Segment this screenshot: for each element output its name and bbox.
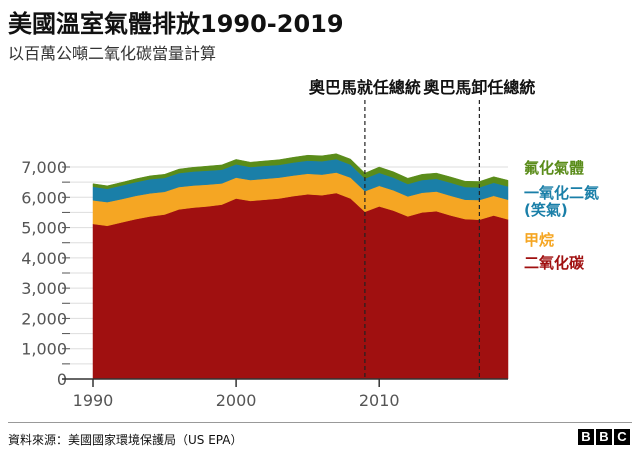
legend-item-n2o: 一氧化二氮 (笑氣)	[524, 184, 600, 219]
legend-item-co2: 二氧化碳	[524, 254, 585, 272]
series-area-0	[92, 192, 509, 380]
source-note: 資料來源：美國國家環境保護局（US EPA）	[8, 433, 243, 447]
chart-title: 美國溫室氣體排放1990-2019	[8, 10, 344, 38]
annotation-label-0: 奧巴馬就任總統	[309, 78, 421, 97]
legend-item-methane: 甲烷	[524, 231, 555, 249]
x-tick-label: 2010	[359, 391, 400, 410]
y-tick-label: 0	[57, 370, 67, 389]
x-tick-label: 1990	[73, 391, 114, 410]
legend-item-fluorinated: 氟化氣體	[524, 159, 585, 177]
chart-subtitle: 以百萬公噸二氧化碳當量計算	[8, 44, 217, 63]
y-tick-label: 7,000	[21, 158, 67, 177]
logo-letter-b1: B	[578, 429, 594, 445]
y-tick-label: 6,000	[21, 188, 67, 207]
y-tick-label: 2,000	[21, 309, 67, 328]
x-tick-label: 2000	[216, 391, 257, 410]
bbc-logo: B B C	[578, 429, 630, 445]
logo-letter-b2: B	[596, 429, 612, 445]
y-tick-label: 3,000	[21, 279, 67, 298]
y-tick-label: 4,000	[21, 249, 67, 268]
annotation-label-1: 奧巴馬卸任總統	[423, 78, 535, 97]
footer-divider	[8, 422, 632, 423]
series-area-3	[92, 153, 509, 190]
y-tick-label: 5,000	[21, 219, 67, 238]
stacked-area-chart: 0 1,000 2,000 3,000 4,000 5,000 6,000 7,000 1990…	[21, 78, 535, 410]
logo-letter-c: C	[614, 429, 630, 445]
y-tick-label: 1,000	[21, 340, 67, 359]
